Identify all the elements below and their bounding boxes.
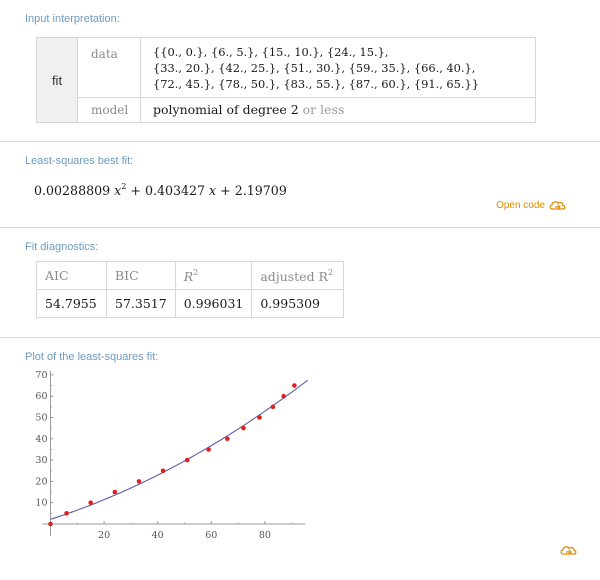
fit-diagnostics-title: Fit diagnostics:	[25, 241, 99, 253]
diagnostics-table: AIC BIC R2 adjusted R2 54.7955 57.3517 0…	[36, 261, 345, 318]
data-point	[292, 383, 297, 388]
y-tick-label: 10	[35, 498, 47, 509]
coef-c: 2.19709	[234, 183, 287, 198]
input-interpretation-title: Input interpretation:	[25, 13, 120, 25]
plot-pod: Plot of the least-squares fit: 10 20 30 40 5…	[0, 338, 600, 580]
var-x: x	[209, 183, 217, 198]
op-plus: +	[220, 183, 231, 198]
op-plus: +	[130, 183, 141, 198]
aic-header: AIC	[36, 261, 107, 290]
adjusted-r2-value: 0.995309	[251, 289, 345, 318]
data-point	[270, 404, 276, 410]
data-label: data	[77, 37, 141, 98]
data-value: {{0., 0.}, {6., 5.}, {15., 10.}, {24., 1…	[140, 37, 536, 98]
plot-title: Plot of the least-squares fit:	[25, 351, 159, 363]
adjusted-label: adjusted R	[260, 268, 328, 284]
r-symbol: R	[183, 268, 194, 284]
y-tick-label: 60	[35, 391, 47, 402]
data-line: {{0., 0.}, {6., 5.}, {15., 10.}, {24., 1…	[153, 45, 389, 59]
coef-a: 0.00288809	[34, 183, 111, 198]
open-code-link[interactable]: Open code	[496, 199, 566, 212]
data-point	[257, 415, 262, 420]
model-suffix: or less	[302, 102, 345, 117]
open-code-label: Open code	[496, 200, 545, 211]
fit-formula: 0.00288809 x2 + 0.403427 x + 2.19709	[34, 182, 287, 198]
model-value: polynomial of degree 2 or less	[140, 97, 536, 123]
x-tick-label: 60	[205, 530, 217, 541]
input-interpretation-pod: Input interpretation: fit data {{0., 0.}…	[0, 0, 600, 142]
fit-diagnostics-pod: Fit diagnostics: AIC BIC R2 adjusted R2 …	[0, 228, 600, 338]
x-tick-label: 20	[98, 530, 110, 541]
x-tick-label: 80	[259, 530, 271, 541]
data-point	[48, 521, 53, 527]
y-tick-label: 50	[35, 413, 47, 424]
r2-value: 0.996031	[174, 289, 253, 318]
fit-plot: 10 20 30 40 50 60 70 20 40 60 80	[35, 370, 309, 541]
input-table: fit data {{0., 0.}, {6., 5.}, {15., 10.}…	[36, 37, 536, 123]
data-point	[88, 500, 93, 505]
bic-value: 57.3517	[106, 289, 176, 318]
y-tick-label: 70	[35, 370, 47, 381]
y-tick-label: 40	[35, 434, 47, 445]
adjusted-r2-header: adjusted R2	[251, 261, 345, 290]
fit-label: fit	[36, 37, 78, 123]
bic-header: BIC	[106, 261, 176, 290]
data-point	[225, 436, 230, 442]
exponent: 2	[121, 182, 127, 191]
r2-header: R2	[174, 261, 253, 290]
data-point	[112, 489, 118, 495]
open-code-icon[interactable]	[560, 544, 577, 557]
x-tick-label: 40	[152, 530, 164, 541]
aic-value: 54.7955	[36, 289, 107, 318]
data-point	[241, 425, 246, 431]
data-point	[136, 479, 142, 484]
coef-b: 0.403427	[144, 183, 206, 198]
y-tick-label: 30	[35, 455, 47, 466]
best-fit-title: Least-squares best fit:	[25, 155, 134, 167]
best-fit-pod: Least-squares best fit: 0.00288809 x2 + …	[0, 142, 600, 228]
open-code-icon	[549, 201, 566, 210]
data-point	[64, 511, 69, 516]
fit-curve	[50, 379, 309, 520]
adj-r2-sup: 2	[327, 267, 334, 277]
data-point	[184, 457, 190, 463]
r2-sup: 2	[193, 267, 199, 277]
var-x: x	[114, 183, 122, 198]
data-point	[160, 468, 166, 474]
model-label: model	[77, 97, 141, 123]
data-point	[206, 447, 211, 452]
model-text: polynomial of degree 2	[153, 102, 299, 117]
data-line: {33., 20.}, {42., 25.}, {51., 30.}, {59.…	[153, 61, 476, 75]
data-point	[281, 393, 286, 399]
y-tick-label: 20	[35, 476, 47, 487]
data-line: {72., 45.}, {78., 50.}, {83., 55.}, {87.…	[153, 77, 480, 91]
